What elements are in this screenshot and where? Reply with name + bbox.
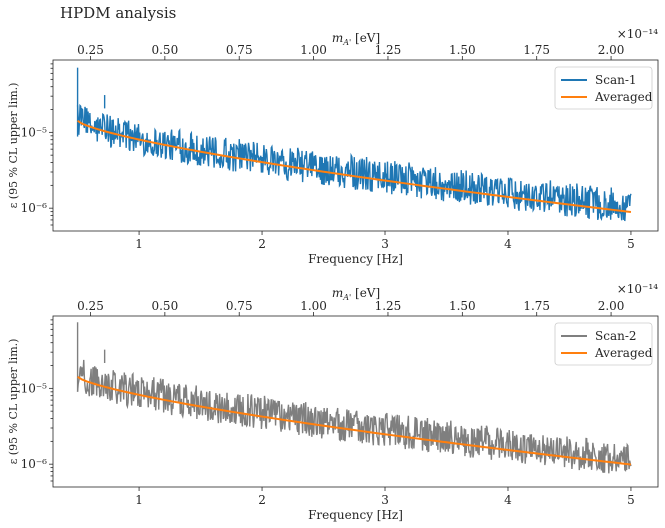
y-tick-label: 10⁻⁵ xyxy=(21,381,48,395)
legend-box xyxy=(554,322,653,366)
top-tick-label: 1.50 xyxy=(449,299,476,313)
plot-area xyxy=(76,67,632,222)
y-axis-label: ε (95 % CL upper lim.) xyxy=(7,83,20,209)
legend-label-averaged: Averaged xyxy=(594,90,653,104)
legend-box xyxy=(554,66,653,110)
legend-label-scan-1: Scan-1 xyxy=(595,73,637,87)
top-axis-multiplier: ×10⁻¹⁴ xyxy=(617,282,658,296)
x-tick-label: 5 xyxy=(627,237,635,251)
top-axis-label: mA' [eV] xyxy=(332,286,380,302)
series-averaged-line xyxy=(77,119,632,214)
plot-area xyxy=(76,322,632,474)
top-tick-label: 0.50 xyxy=(151,43,178,57)
top-tick-label: 1.75 xyxy=(523,299,550,313)
top-axis-multiplier: ×10⁻¹⁴ xyxy=(617,27,658,41)
x-axis-label: Frequency [Hz] xyxy=(308,508,403,522)
x-tick-label: 2 xyxy=(258,237,266,251)
x-tick-label: 4 xyxy=(504,237,512,251)
top-tick-label: 1.00 xyxy=(300,299,327,313)
x-axis-label: Frequency [Hz] xyxy=(308,252,403,266)
series-averaged-line xyxy=(77,375,632,466)
x-tick-label: 5 xyxy=(627,493,635,507)
series-scan-1-line xyxy=(76,103,632,222)
top-tick-label: 0.25 xyxy=(77,299,104,313)
top-tick-label: 1.50 xyxy=(449,43,476,57)
x-tick-label: 3 xyxy=(381,493,389,507)
top-tick-label: 1.25 xyxy=(375,43,402,57)
y-tick-label: 10⁻⁶ xyxy=(21,201,48,215)
series-scan-2-line xyxy=(76,359,632,474)
x-tick-label: 1 xyxy=(135,493,143,507)
x-tick-label: 4 xyxy=(504,493,512,507)
panel-bottom: 1 2 3 4 5 Frequency [Hz] 0.25 0.50 0.75 1.00 1.25 1… xyxy=(7,282,659,522)
top-tick-label: 0.25 xyxy=(77,43,104,57)
top-tick-label: 0.75 xyxy=(226,299,253,313)
y-axis-label: ε (95 % CL upper lim.) xyxy=(7,339,20,465)
top-axis-label: mA' [eV] xyxy=(332,31,380,47)
top-tick-label: 2.00 xyxy=(598,43,625,57)
top-tick-label: 1.00 xyxy=(300,43,327,57)
legend-label-scan-2: Scan-2 xyxy=(595,329,637,343)
x-tick-label: 3 xyxy=(381,237,389,251)
top-tick-label: 1.25 xyxy=(375,299,402,313)
panel-top: 1 2 3 4 5 Frequency [Hz] 0.25 0.50 0.75 1.00 1.25 1… xyxy=(7,27,659,266)
x-tick-label: 1 xyxy=(135,237,143,251)
top-tick-label: 2.00 xyxy=(598,299,625,313)
y-tick-label: 10⁻⁶ xyxy=(21,457,48,471)
top-tick-label: 0.50 xyxy=(151,299,178,313)
axes-frame xyxy=(52,315,659,488)
axes-frame xyxy=(52,59,659,232)
top-tick-label: 0.75 xyxy=(226,43,253,57)
page-title: HPDM analysis xyxy=(60,4,176,22)
x-tick-label: 2 xyxy=(258,493,266,507)
legend-label-averaged: Averaged xyxy=(594,346,653,360)
top-tick-label: 1.75 xyxy=(523,43,550,57)
y-tick-label: 10⁻⁵ xyxy=(21,125,48,139)
